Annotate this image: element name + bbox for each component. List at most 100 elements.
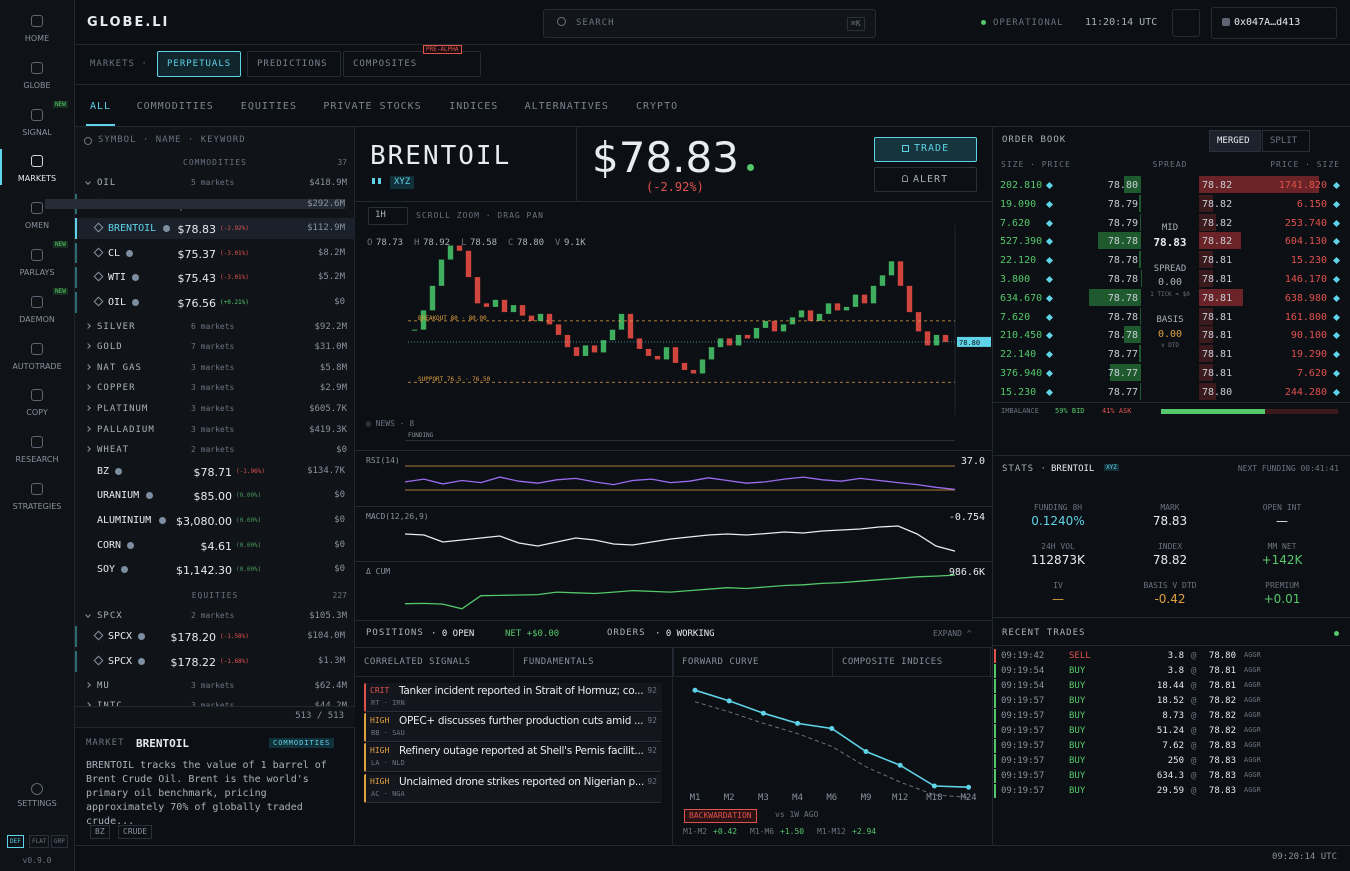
venue-tab-label[interactable]: COMPOSITES (353, 59, 418, 69)
nav-icon[interactable] (31, 389, 43, 402)
nav-icon[interactable] (31, 15, 43, 27)
interval[interactable]: 1H (375, 210, 386, 220)
group-name[interactable]: SILVER (97, 321, 136, 332)
group-name[interactable]: SPCX (97, 610, 123, 621)
signal-card[interactable] (364, 713, 662, 743)
wallet[interactable]: 0x047A…d413 (1234, 17, 1301, 28)
nav-label[interactable]: COPY (26, 408, 48, 418)
group-name[interactable]: OIL (97, 178, 117, 188)
wallet-box[interactable] (1211, 7, 1337, 39)
desc-tag[interactable]: BZ (90, 825, 110, 839)
nav-icon[interactable] (31, 295, 43, 308)
market-symbol[interactable]: SPCX (108, 631, 133, 643)
filter-tab[interactable]: ALTERNATIVES (524, 101, 609, 112)
user-icon-box[interactable] (1172, 9, 1200, 37)
signal-text[interactable]: Unclaimed drone strikes reported on Nige… (399, 775, 644, 788)
interval-select[interactable] (368, 207, 408, 225)
signal-card[interactable] (364, 773, 662, 803)
market-symbol[interactable]: OIL (108, 297, 127, 308)
market-symbol[interactable]: CORN (97, 539, 122, 551)
market-symbol[interactable]: BRENTOIL (108, 223, 157, 235)
stat-value: +0.01 (1263, 592, 1301, 606)
nav-label[interactable]: SETTINGS (17, 799, 57, 808)
market-symbol[interactable]: BZ (97, 465, 110, 477)
nav-icon[interactable] (31, 61, 43, 74)
nav-label[interactable]: DAEMON (19, 314, 55, 324)
signal-card[interactable] (364, 743, 662, 773)
nav-label[interactable]: OMEN (24, 221, 50, 231)
signal-card[interactable] (364, 683, 662, 712)
alert-button[interactable] (874, 167, 977, 192)
panel-tab[interactable]: FORWARD CURVE (682, 657, 759, 667)
market-symbol[interactable]: ALUMINIUM (97, 515, 152, 526)
nav-label[interactable]: STRATEGIES (12, 502, 62, 511)
nav-icon[interactable] (31, 202, 43, 215)
filter-tab[interactable]: PRIVATE STOCKS (323, 101, 422, 112)
settings-icon[interactable] (31, 783, 43, 795)
filter-tab[interactable]: INDICES (449, 101, 499, 112)
venue-tab[interactable] (157, 51, 241, 77)
group-name[interactable]: COPPER (97, 383, 136, 394)
signal-text[interactable]: OPEC+ discusses further production cuts … (399, 715, 644, 728)
alert-label[interactable]: ALERT (913, 174, 949, 185)
expand[interactable]: EXPAND ^ (933, 629, 972, 638)
filter-tab[interactable]: COMMODITIES (136, 101, 214, 112)
signal-text[interactable]: Refinery outage reported at Shell's Pern… (399, 745, 644, 758)
trade-button[interactable] (874, 137, 977, 162)
nav-icon[interactable] (31, 249, 43, 261)
group-name[interactable]: WHEAT (97, 445, 130, 456)
nav-icon[interactable] (31, 436, 43, 449)
stat-label: MARK (1160, 503, 1180, 512)
mode-toggle[interactable]: FLAT (29, 835, 50, 849)
nav-icon[interactable] (31, 108, 43, 121)
bid-size: 527.390 (1000, 236, 1043, 248)
venue-tab[interactable] (343, 51, 481, 77)
positions-title[interactable]: POSITIONS (366, 628, 424, 638)
nav-label[interactable]: AUTOTRADE (12, 361, 62, 371)
mode-toggle[interactable]: DEF (7, 835, 24, 849)
mode-toggle[interactable]: GRP (51, 835, 68, 849)
market-symbol[interactable]: URANIUM (97, 490, 140, 502)
market-symbol[interactable]: CL (108, 247, 121, 259)
ask-size: 146.170 (1284, 274, 1327, 285)
filter-tab[interactable]: EQUITIES (240, 101, 297, 112)
book-mode-label[interactable]: MERGED (1217, 136, 1250, 146)
group-name[interactable]: MU (97, 680, 110, 691)
panel-tab[interactable]: FUNDAMENTALS (523, 657, 595, 667)
desc-tag[interactable]: CRUDE (118, 825, 153, 839)
market-symbol[interactable]: SPCX (108, 656, 133, 667)
book-mode[interactable] (1262, 130, 1310, 152)
nav-badge: NEW (53, 100, 68, 108)
trade-label[interactable]: TRADE (914, 143, 950, 154)
group-name[interactable]: NAT GAS (97, 362, 142, 373)
group-name[interactable]: GOLD (97, 342, 123, 353)
group-name[interactable]: PALLADIUM (97, 424, 155, 435)
nav-label[interactable]: PARLAYS (19, 268, 55, 277)
venue-tab-label[interactable]: PREDICTIONS (257, 59, 328, 69)
panel-tab[interactable]: COMPOSITE INDICES (842, 657, 943, 667)
panel-tab[interactable]: CORRELATED SIGNALS (364, 657, 471, 667)
filter-tab[interactable]: ALL (90, 101, 112, 112)
orders-title[interactable]: ORDERS (607, 628, 646, 638)
group-name[interactable]: PLATINUM (97, 404, 149, 414)
market-symbol[interactable]: WTI (108, 272, 127, 284)
book-mode-label[interactable]: SPLIT (1270, 136, 1298, 146)
nav-label[interactable]: GLOBE (23, 80, 51, 90)
book-mode[interactable] (1209, 130, 1261, 152)
nav-label[interactable]: RESEARCH (15, 455, 59, 465)
nav-icon[interactable] (31, 342, 43, 355)
candle (546, 313, 553, 325)
signal-text[interactable]: Tanker incident reported in Strait of Ho… (399, 685, 644, 697)
nav-label[interactable]: HOME (24, 34, 50, 43)
market-symbol[interactable]: SOY (97, 564, 116, 576)
nav-icon[interactable] (31, 155, 43, 168)
search-box[interactable] (543, 9, 876, 38)
nav-label[interactable]: SIGNAL (22, 127, 52, 137)
trade-price: 78.83 (1208, 786, 1236, 796)
filter-tab[interactable]: CRYPTO (636, 101, 679, 112)
nav-icon[interactable] (31, 483, 43, 495)
venue-tab-label[interactable]: PERPETUALS (167, 59, 232, 69)
nav-label[interactable]: MARKETS (17, 174, 57, 184)
ask-size: 19.290 (1290, 349, 1327, 361)
venue-tab[interactable] (247, 51, 341, 77)
